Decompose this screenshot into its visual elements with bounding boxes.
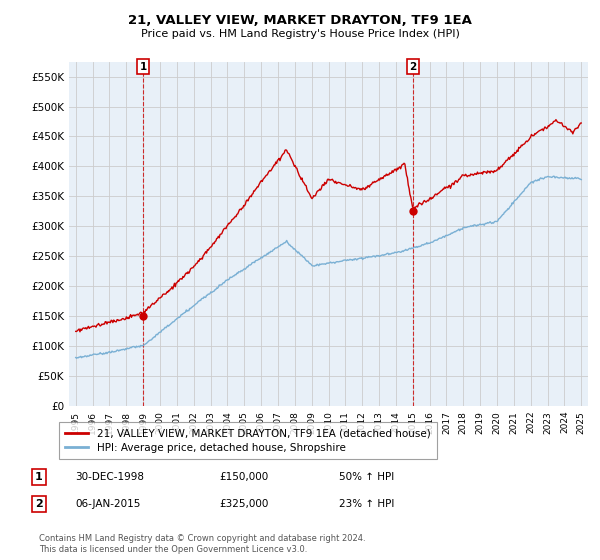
Text: 30-DEC-1998: 30-DEC-1998	[75, 472, 144, 482]
Text: 23% ↑ HPI: 23% ↑ HPI	[339, 499, 394, 509]
Text: £325,000: £325,000	[219, 499, 268, 509]
Text: 2: 2	[409, 62, 417, 72]
Text: Contains HM Land Registry data © Crown copyright and database right 2024.
This d: Contains HM Land Registry data © Crown c…	[39, 534, 365, 554]
Text: 1: 1	[139, 62, 146, 72]
Text: Price paid vs. HM Land Registry's House Price Index (HPI): Price paid vs. HM Land Registry's House …	[140, 29, 460, 39]
Text: £150,000: £150,000	[219, 472, 268, 482]
Text: 50% ↑ HPI: 50% ↑ HPI	[339, 472, 394, 482]
Text: 2: 2	[35, 499, 43, 509]
Text: 21, VALLEY VIEW, MARKET DRAYTON, TF9 1EA: 21, VALLEY VIEW, MARKET DRAYTON, TF9 1EA	[128, 14, 472, 27]
Legend: 21, VALLEY VIEW, MARKET DRAYTON, TF9 1EA (detached house), HPI: Average price, d: 21, VALLEY VIEW, MARKET DRAYTON, TF9 1EA…	[59, 422, 437, 459]
Text: 1: 1	[35, 472, 43, 482]
Text: 06-JAN-2015: 06-JAN-2015	[75, 499, 140, 509]
